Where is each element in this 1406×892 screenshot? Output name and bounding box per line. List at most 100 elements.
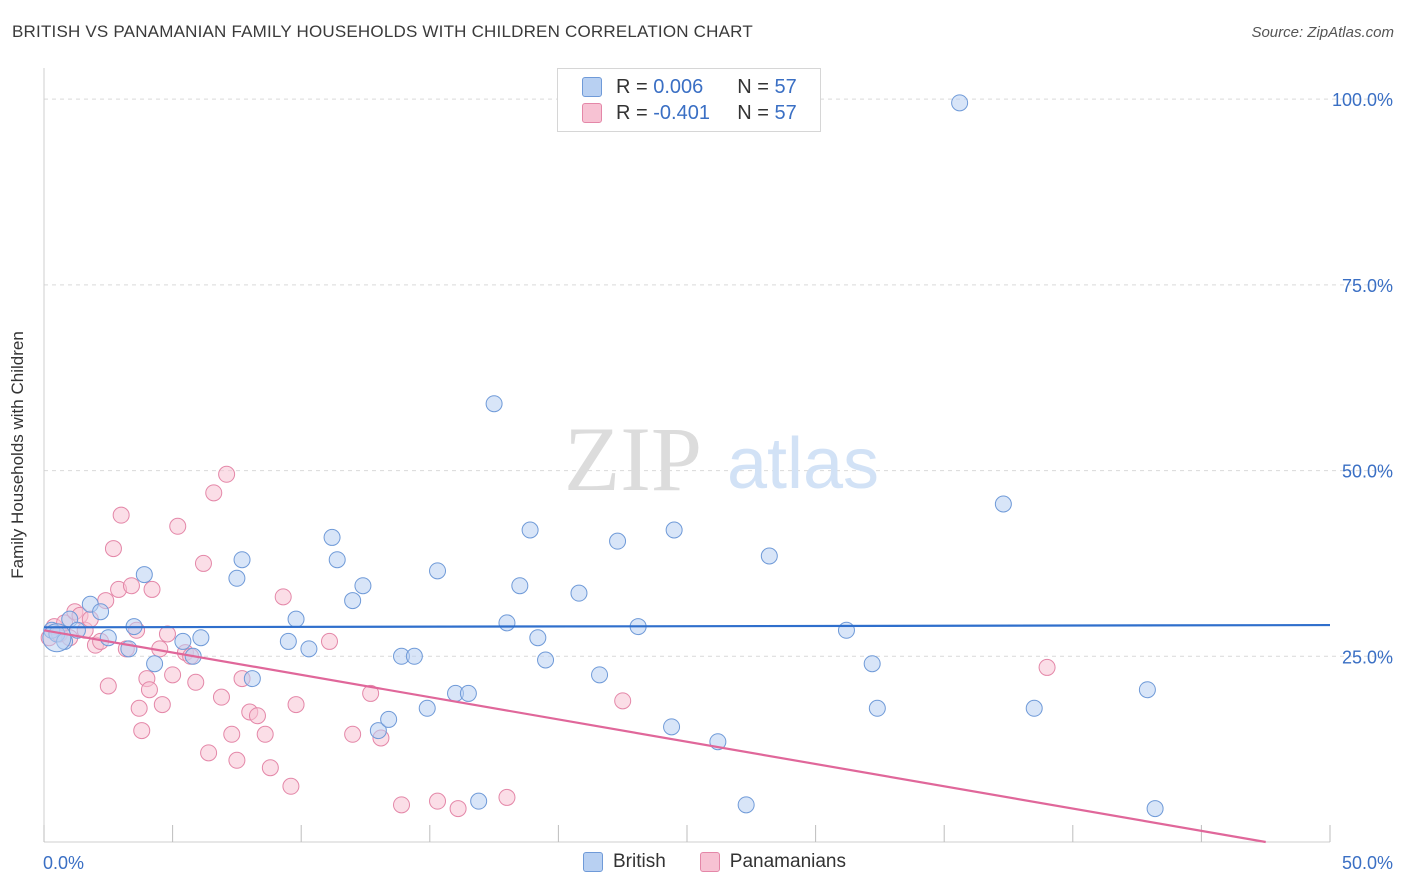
watermark: ZIP atlas [564,408,879,510]
panamanians-point [228,751,246,769]
bottom-legend-panamanians-label: Panamanians [729,851,846,872]
legend-row-british: R = 0.006 N = 57 [582,75,797,99]
panamanians-point [248,707,266,725]
y-tick-label: 50.0% [1342,462,1393,482]
british-point [369,722,387,740]
legend-n-value-panamanians: 57 [774,101,797,124]
panamanians-point [140,681,158,699]
axes [43,68,1331,843]
panamanians-point [614,692,632,710]
panamanians-point [158,625,176,643]
y-tick-label: 75.0% [1342,276,1393,296]
bottom-legend-british-label: British [613,851,666,872]
british-point [470,792,488,810]
bottom-legend-british: British [583,851,666,873]
british-point [459,684,477,702]
british-point [1146,800,1164,818]
legend-r-label: R = [616,75,648,98]
legend-n-label: N = [737,75,769,98]
british-point [498,614,516,632]
panamanians-point [393,796,411,814]
british-point [323,528,341,546]
panamanians-point [104,540,122,558]
legend-r-value-british: 0.006 [653,75,704,98]
panamanians-point [261,759,279,777]
british-point [228,569,246,587]
british-point [537,651,555,669]
panamanians-point [1038,658,1056,676]
british-point [994,495,1012,513]
british-point [570,584,588,602]
british-point [300,640,318,658]
legend-r-label: R = [616,101,648,124]
british-point [328,551,346,569]
british-trend-line [43,623,1331,629]
british-point [737,796,755,814]
legend-n-value-british: 57 [774,75,797,98]
british-point [279,632,297,650]
panamanians-point [282,777,300,795]
panamanians-point [200,744,218,762]
panamanians-point [133,722,151,740]
british-point [665,521,683,539]
british-point [418,699,436,717]
british-point [1025,699,1043,717]
panamanians-swatch [699,852,720,872]
grid-lines [44,98,1392,657]
panamanians-point [205,484,223,502]
panamanians-point [498,788,516,806]
panamanians-point [130,699,148,717]
panamanians-point [256,725,274,743]
legend-n-label: N = [737,101,769,124]
watermark-atlas: atlas [727,424,879,504]
british-point [485,395,503,413]
panamanians-point [122,577,140,595]
panamanians-point [143,580,161,598]
watermark-zip: ZIP [564,408,702,510]
british-point [243,670,261,688]
y-tick-label: 25.0% [1342,647,1393,667]
panamanians-point [320,632,338,650]
british-point [609,532,627,550]
british-point [868,699,886,717]
panamanians-point [344,725,362,743]
panamanians-point [449,800,467,818]
british-point [92,603,110,621]
tick-labels: 25.0% 50.0% 75.0% 100.0% 0.0% 50.0% [43,90,1393,873]
x-tick-label: 0.0% [43,853,84,873]
panamanians-point [362,684,380,702]
british-point [233,551,251,569]
panamanians-point [212,688,230,706]
legend-row-panamanians: R = -0.401 N = 57 [582,101,797,125]
british-point [863,655,881,673]
panamanians-point [164,666,182,684]
trend-lines [43,623,1331,844]
panamanians-point [153,696,171,714]
british-points [42,94,1164,818]
panamanians-point [99,677,117,695]
british-point [405,647,423,665]
legend-box: R = 0.006 N = 57 R = -0.401 N = 57 [557,68,821,132]
panamanians-point [274,588,292,606]
british-point [591,666,609,684]
british-point [511,577,529,595]
british-point [760,547,778,565]
british-point [192,629,210,647]
british-point [146,655,164,673]
british-point [837,621,855,639]
british-point [429,562,447,580]
british-swatch [582,77,602,97]
british-point [287,610,305,628]
panamanians-point [429,792,447,810]
panamanians-point [287,696,305,714]
british-point [529,629,547,647]
chart-title: BRITISH VS PANAMANIAN FAMILY HOUSEHOLDS … [12,22,753,41]
y-tick-label: 100.0% [1332,90,1393,110]
british-point [380,710,398,728]
source-label: Source: ZipAtlas.com [1251,24,1394,41]
panamanians-trend-line [43,629,1266,844]
panamanians-point [169,517,187,535]
panamanians-point [112,506,130,524]
british-point [951,94,969,112]
